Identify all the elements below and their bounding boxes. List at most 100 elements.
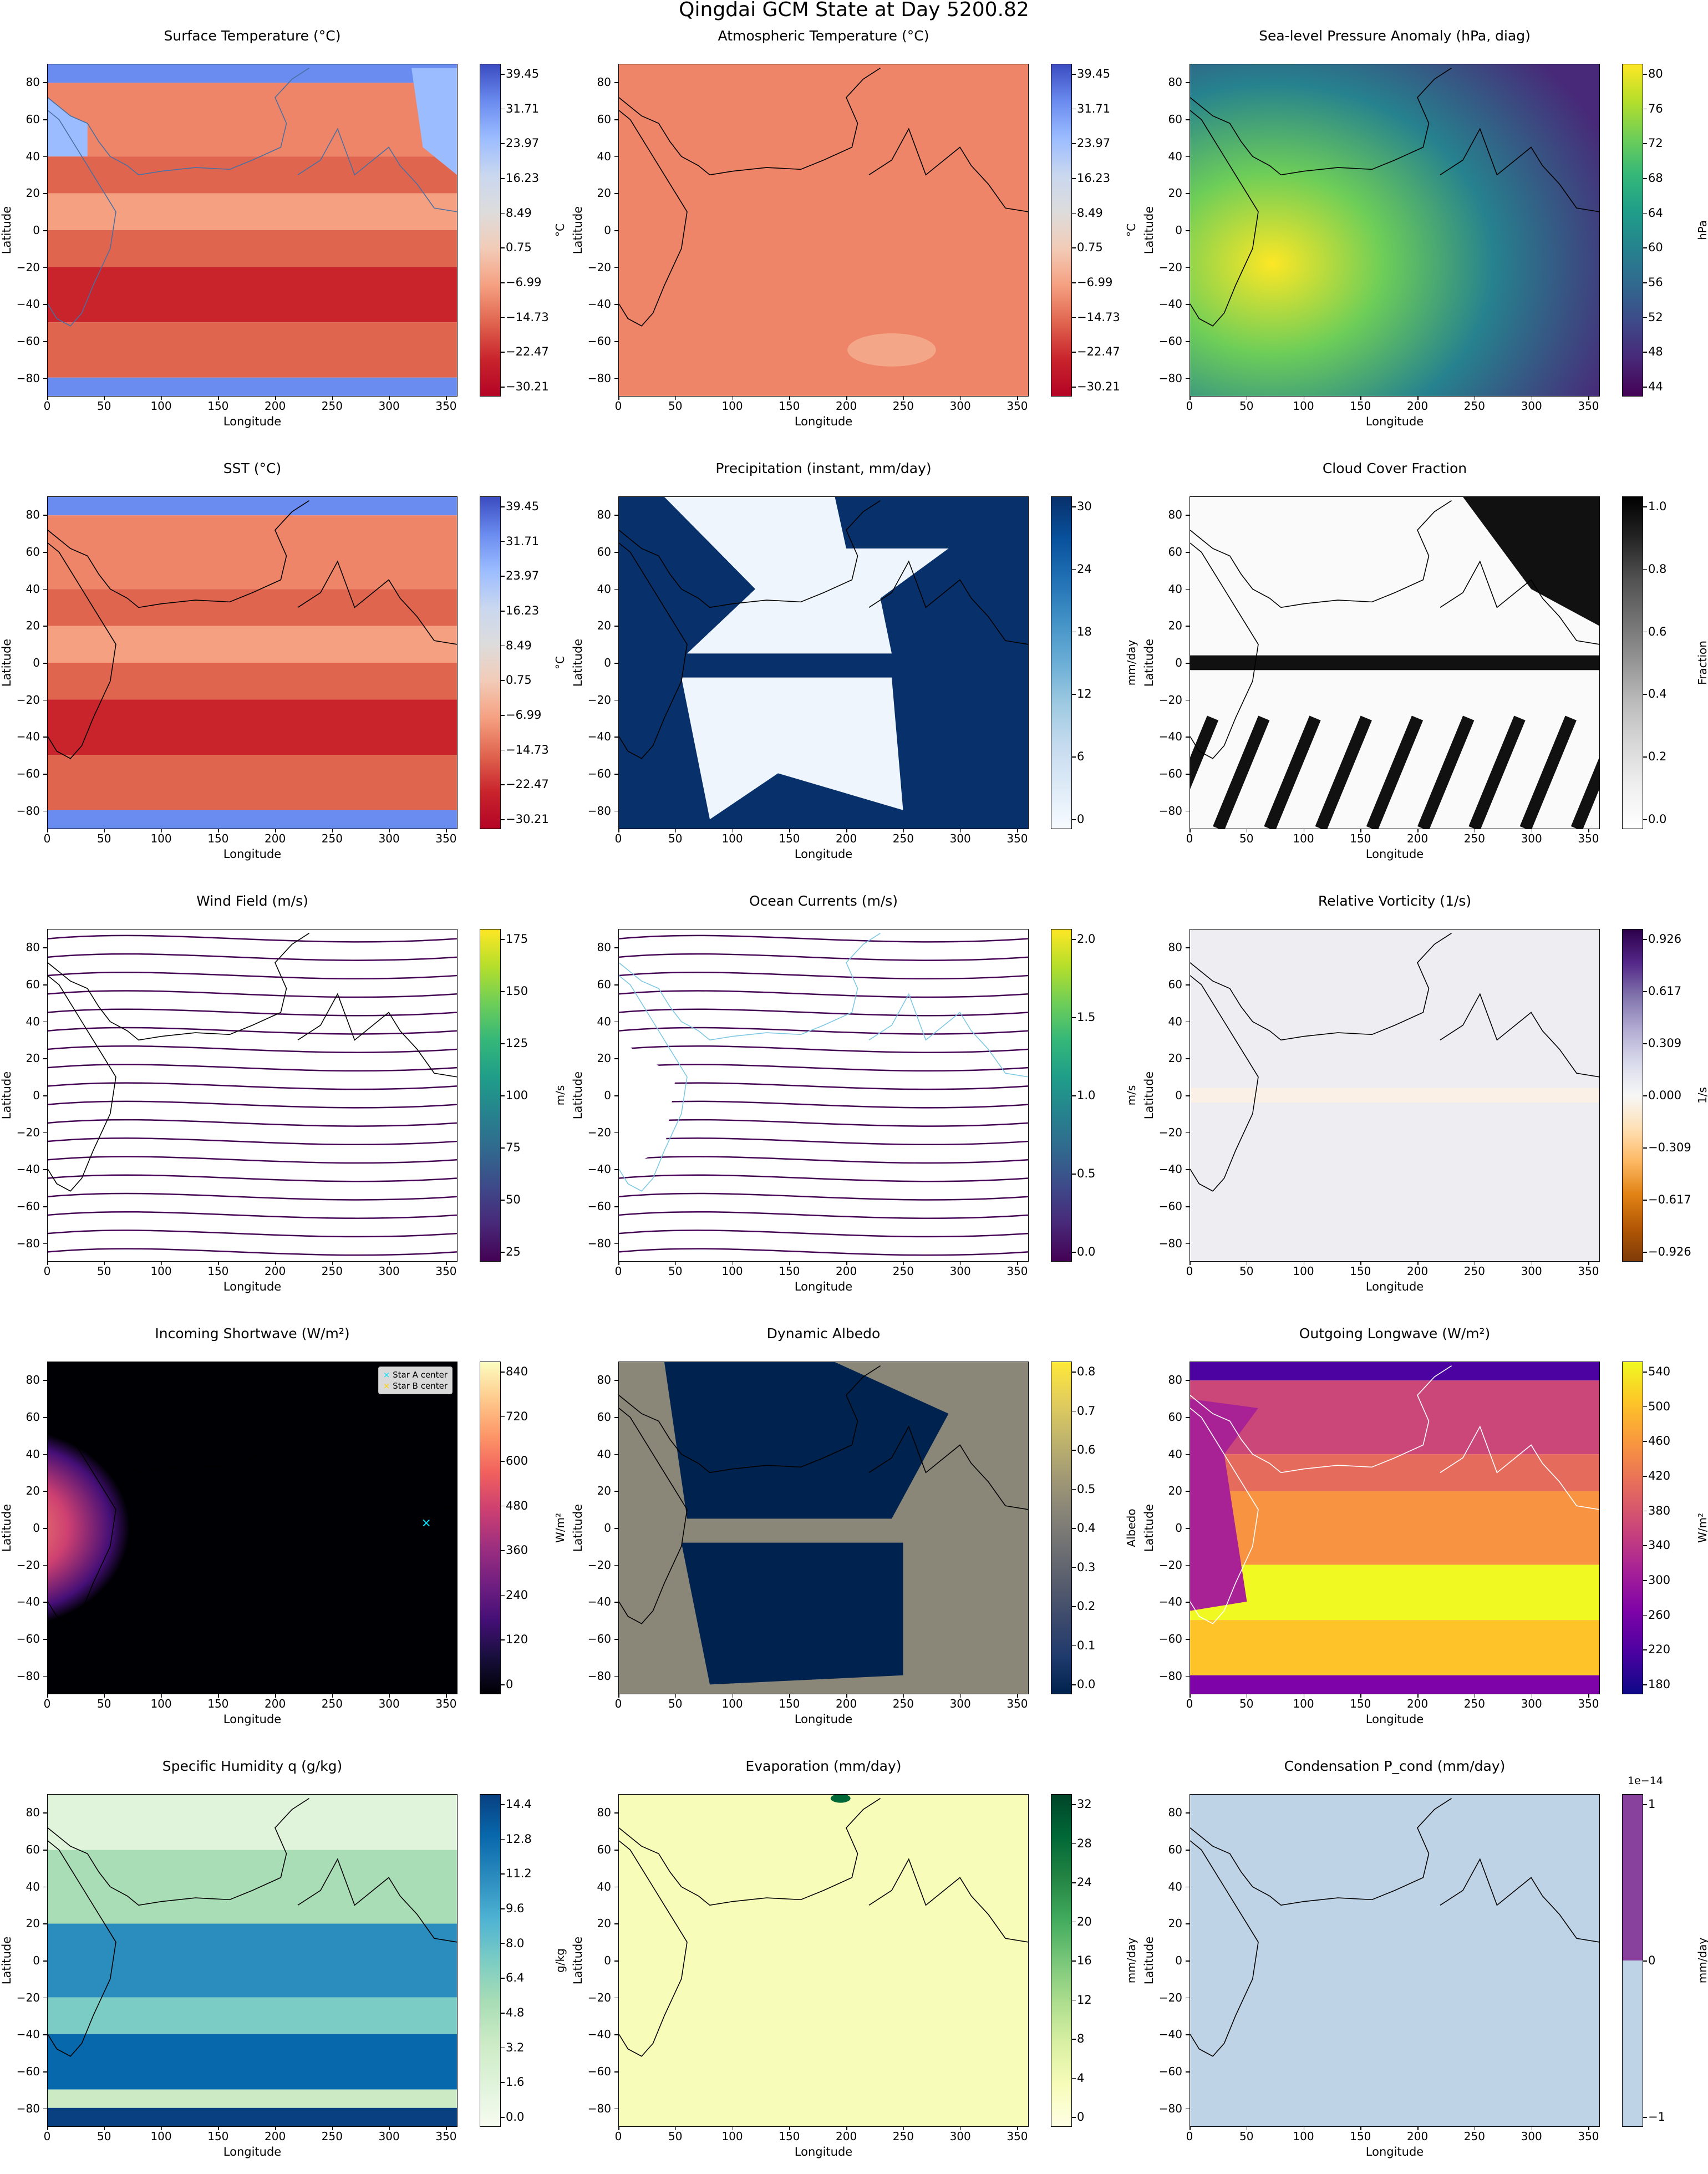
- x-tick: [1531, 397, 1533, 400]
- y-tick: [1186, 2034, 1190, 2035]
- y-tick-label: −20: [1158, 1990, 1182, 2004]
- colorbar-tick-label: 44: [1648, 380, 1663, 393]
- panel-title: Outgoing Longwave (W/m²): [1299, 1325, 1491, 1342]
- colorbar-tick-label: 0.5: [1077, 1167, 1096, 1180]
- field-map: [48, 497, 457, 829]
- y-tick-label: 20: [597, 1484, 611, 1498]
- colorbar-tick: [501, 2013, 505, 2014]
- coastline: [1190, 500, 1452, 608]
- x-tick: [618, 829, 619, 832]
- y-tick-label: 20: [597, 1917, 611, 1931]
- colorbar-tick-label: 0.0: [1648, 812, 1667, 826]
- x-tick: [161, 829, 162, 832]
- field-map: [619, 1795, 1028, 2126]
- y-tick-label: 40: [1168, 149, 1182, 163]
- x-tick-label: 0: [43, 2130, 51, 2143]
- x-tick: [960, 397, 962, 400]
- colorbar-tick: [501, 1043, 505, 1044]
- low-olr-region: [1190, 1399, 1258, 1611]
- plot-area: × × Star A center × Star B center: [47, 1362, 458, 1694]
- x-tick: [1303, 829, 1305, 832]
- temperature-band: [48, 589, 457, 626]
- colorbar-tick: [1643, 506, 1647, 507]
- colorbar-label: Fraction: [1696, 641, 1708, 685]
- y-tick-label: −40: [1158, 2028, 1182, 2041]
- x-tick: [1417, 1694, 1419, 1698]
- x-tick-label: 200: [265, 2130, 286, 2143]
- x-tick-label: 300: [378, 1697, 400, 1710]
- colorbar-tick-label: 0.000: [1648, 1089, 1682, 1102]
- x-tick: [1017, 2127, 1018, 2130]
- y-tick: [614, 663, 618, 664]
- x-tick-label: 250: [892, 832, 914, 845]
- x-tick: [389, 2127, 390, 2130]
- coastline: [1440, 1425, 1599, 1510]
- y-tick-label: −20: [1158, 693, 1182, 707]
- colorbar: [1622, 929, 1643, 1262]
- x-tick-label: 350: [1006, 2130, 1028, 2143]
- colorbar-label: 1/s: [1696, 1087, 1708, 1104]
- x-tick: [1017, 829, 1018, 832]
- x-tick-label: 200: [1407, 832, 1429, 845]
- map-panel: Sea-level Pressure Anomaly (hPa, diag) 0 5…: [1142, 22, 1708, 444]
- x-axis-label: Longitude: [223, 1713, 282, 1726]
- x-tick-label: 350: [435, 1264, 457, 1278]
- x-tick-label: 300: [949, 1264, 971, 1278]
- y-tick-label: −60: [16, 1632, 40, 1645]
- cold-region: [411, 68, 457, 175]
- colorbar-tick-label: 500: [1648, 1399, 1671, 1413]
- x-tick-label: 150: [1350, 1264, 1371, 1278]
- colorbar-tick-label: 4.8: [506, 2006, 525, 2019]
- x-tick: [161, 397, 162, 400]
- colorbar-tick-label: −22.47: [506, 345, 549, 359]
- coastline: [619, 68, 881, 176]
- colorbar-tick-label: 75: [506, 1141, 521, 1154]
- x-tick-label: 100: [721, 1264, 743, 1278]
- colorbar-tick-label: 1.5: [1077, 1010, 1096, 1024]
- y-tick-label: 60: [26, 978, 40, 991]
- map-panel: SST (°C) 0 50 100 150 200 250 300 350 80 60 40 20 0 −2…: [0, 455, 567, 876]
- colorbar-tick: [1072, 2039, 1076, 2040]
- y-tick-label: −40: [1158, 730, 1182, 744]
- colorbar-tick: [1643, 1441, 1647, 1442]
- panel-title: Specific Humidity q (g/kg): [162, 1758, 343, 1774]
- colorbar-tick-label: 460: [1648, 1434, 1671, 1448]
- colorbar-tick: [501, 1908, 505, 1909]
- cloud-streak: [1190, 715, 1219, 790]
- colorbar-tick-label: 16.23: [1077, 171, 1111, 185]
- x-tick-label: 50: [668, 2130, 683, 2143]
- y-tick-label: 0: [33, 224, 40, 237]
- colorbar-tick: [501, 1594, 505, 1596]
- panel-title: Wind Field (m/s): [196, 893, 308, 909]
- y-axis-label: Latitude: [571, 1071, 584, 1120]
- y-tick: [43, 378, 47, 379]
- x-tick: [1303, 2127, 1305, 2130]
- colorbar-tick: [1072, 1252, 1076, 1253]
- y-tick: [1186, 736, 1190, 738]
- colorbar-tick: [1072, 1174, 1076, 1175]
- x-tick-label: 350: [1006, 1264, 1028, 1278]
- colorbar-tick: [1643, 1200, 1647, 1201]
- colorbar-tick-label: 8.0: [506, 1936, 525, 1950]
- y-tick-label: 0: [1175, 224, 1182, 237]
- colorbar-tick: [1072, 2117, 1076, 2118]
- x-tick: [789, 397, 790, 400]
- cloud-streak: [1366, 715, 1424, 829]
- x-tick-label: 50: [1239, 832, 1254, 845]
- y-tick-label: −60: [16, 1200, 40, 1213]
- y-tick-label: −60: [1158, 1200, 1182, 1213]
- x-tick-label: 150: [779, 832, 800, 845]
- x-tick-label: 0: [1186, 399, 1193, 413]
- colorbar-tick: [1643, 1614, 1647, 1616]
- colorbar-tick-label: 30: [1077, 500, 1092, 513]
- colorbar-tick: [501, 749, 505, 751]
- x-tick-label: 200: [265, 1697, 286, 1710]
- x-tick-label: 300: [1521, 1264, 1542, 1278]
- x-tick: [1017, 397, 1018, 400]
- y-tick: [43, 1528, 47, 1529]
- colorbar-tick-label: −22.47: [1077, 345, 1120, 359]
- x-tick-label: 100: [1293, 2130, 1314, 2143]
- y-axis-label: Latitude: [1142, 206, 1156, 255]
- colorbar-tick: [501, 352, 505, 353]
- y-tick-label: 60: [26, 1843, 40, 1856]
